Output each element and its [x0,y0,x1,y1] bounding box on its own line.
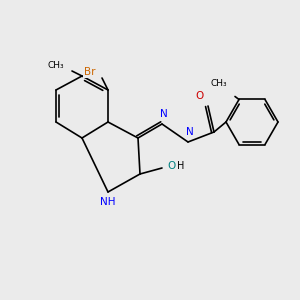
Text: NH: NH [100,197,116,207]
Text: O: O [168,161,176,171]
Text: O: O [196,91,204,101]
Text: Br: Br [84,67,96,77]
Text: N: N [186,127,194,137]
Text: N: N [160,109,168,119]
Text: CH₃: CH₃ [48,61,64,70]
Text: H: H [177,161,185,171]
Text: CH₃: CH₃ [211,79,227,88]
